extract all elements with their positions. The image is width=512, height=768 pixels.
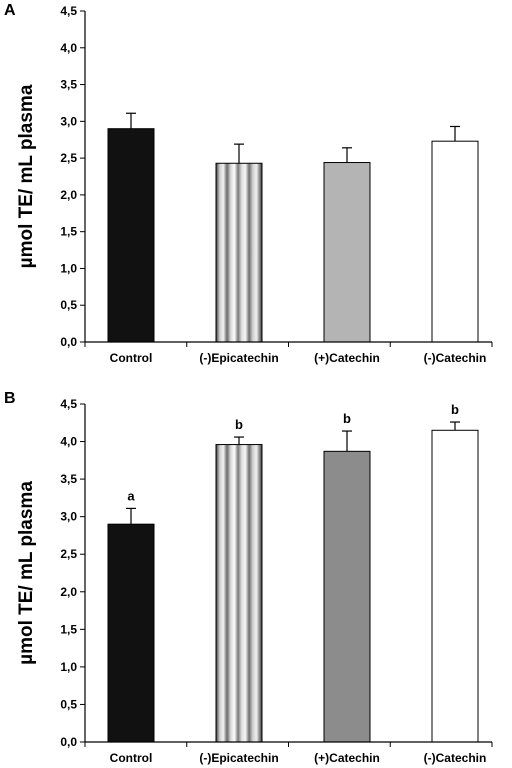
bar bbox=[323, 450, 371, 743]
y-tick-label: 4,0 bbox=[60, 41, 77, 55]
significance-letter: b bbox=[235, 417, 243, 432]
bar-chart-a: µmol TE/ mL plasma 0,0 0,5 1,0 1,5 2,0 2,5 3,0 3… bbox=[16, 4, 493, 365]
y-tick-label: 2,5 bbox=[60, 151, 77, 165]
bar-chart-b: µmol TE/ mL plasma 0,0 0,5 1,0 1,5 2,0 2,5 3,0 3… bbox=[16, 397, 493, 765]
x-category-label: Control bbox=[110, 351, 153, 365]
bar bbox=[431, 429, 479, 743]
bar bbox=[215, 162, 263, 343]
significance-letter: b bbox=[343, 411, 351, 426]
y-tick-label: 4,0 bbox=[60, 435, 77, 449]
bar bbox=[431, 140, 479, 343]
panel-a: A µmol TE/ mL plasma 0,0 0,5 1,0 1,5 2,0 2,5 3,… bbox=[4, 2, 493, 365]
y-tick-label: 2,0 bbox=[60, 585, 77, 599]
x-category-label: (+)Catechin bbox=[314, 351, 380, 365]
y-tick-label: 0,5 bbox=[60, 298, 77, 312]
significance-letter: b bbox=[451, 402, 459, 417]
significance-letter: a bbox=[127, 488, 135, 503]
y-axis-title: µmol TE/ mL plasma bbox=[16, 84, 37, 268]
panel-letter-a: A bbox=[4, 2, 16, 19]
x-category-label: (-)Catechin bbox=[424, 351, 487, 365]
y-axis-title: µmol TE/ mL plasma bbox=[16, 481, 37, 665]
y-tick-label: 3,5 bbox=[60, 78, 77, 92]
y-tick-label: 1,5 bbox=[60, 225, 77, 239]
x-category-label: (-)Epicatechin bbox=[199, 351, 278, 365]
y-tick-label: 1,0 bbox=[60, 261, 77, 275]
x-category-label: (-)Epicatechin bbox=[199, 751, 278, 765]
bar bbox=[215, 444, 263, 743]
y-tick-label: 0,0 bbox=[60, 335, 77, 349]
y-tick-label: 1,0 bbox=[60, 660, 77, 674]
y-tick-label: 3,0 bbox=[60, 510, 77, 524]
y-tick-label: 4,5 bbox=[60, 4, 77, 18]
x-category-label: Control bbox=[110, 751, 153, 765]
x-category-label: (+)Catechin bbox=[314, 751, 380, 765]
panel-letter-b: B bbox=[4, 390, 16, 407]
y-tick-label: 3,0 bbox=[60, 114, 77, 128]
bar bbox=[323, 162, 371, 343]
y-tick-label: 1,5 bbox=[60, 622, 77, 636]
bar bbox=[107, 128, 155, 343]
bar bbox=[107, 523, 155, 743]
y-tick-label: 3,5 bbox=[60, 472, 77, 486]
y-tick-label: 4,5 bbox=[60, 397, 77, 411]
y-tick-label: 2,5 bbox=[60, 547, 77, 561]
panel-b: B µmol TE/ mL plasma 0,0 0,5 1,0 1,5 2,0 2,5 3,… bbox=[0, 384, 512, 768]
x-category-label: (-)Catechin bbox=[424, 751, 487, 765]
y-tick-label: 0,0 bbox=[60, 735, 77, 749]
y-tick-label: 2,0 bbox=[60, 188, 77, 202]
y-tick-label: 0,5 bbox=[60, 697, 77, 711]
